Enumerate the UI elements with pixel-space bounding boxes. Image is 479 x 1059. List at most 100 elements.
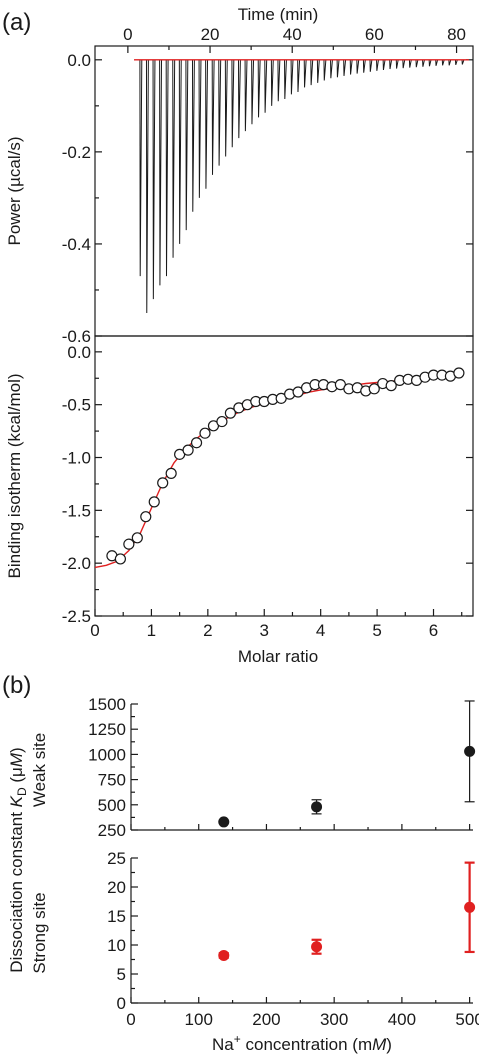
b-y-tick-label: 1000 — [88, 745, 126, 764]
injection-peak — [277, 59, 281, 102]
b-y-tick-label: 750 — [98, 771, 126, 790]
isotherm-point — [224, 407, 237, 419]
injection-peak — [389, 59, 393, 70]
dissociation-m: M — [7, 752, 26, 767]
dissociation-axis-title: Dissociation constant KD (μM) — [7, 747, 29, 972]
injection-peak — [415, 59, 419, 68]
molar-ratio-axis-title: Molar ratio — [238, 647, 318, 666]
isotherm-y-tick-label: -2.5 — [62, 607, 91, 626]
injection-peak — [303, 59, 307, 88]
power-axis-title: Power (µcal/s) — [5, 137, 24, 246]
isotherm-point — [385, 380, 397, 392]
injection-peak — [264, 59, 268, 113]
b-x-tick-label: 300 — [320, 1010, 348, 1029]
isotherm-x-tick-label: 1 — [147, 621, 156, 640]
kd-point — [218, 949, 230, 961]
injection-peak — [362, 59, 366, 73]
injection-peak — [336, 59, 340, 78]
power-plot: Time (min) Power (µcal/s) 0 20 40 60 80 0.0 -0… — [5, 5, 474, 346]
power-x-tick-label: 80 — [447, 25, 466, 44]
isotherm-y-tick-label: -0.5 — [62, 396, 91, 415]
injection-peak — [290, 59, 294, 95]
injection-peak — [461, 59, 465, 65]
injection-peak — [224, 59, 228, 157]
b-y-tick-label: 1250 — [88, 720, 126, 739]
isotherm-x-tick-label: 3 — [260, 621, 269, 640]
injection-peak — [145, 59, 149, 313]
kd-point — [464, 901, 476, 913]
b-y-tick-label: 250 — [98, 821, 126, 840]
injection-peak — [454, 59, 458, 66]
injection-peak — [369, 59, 373, 72]
injection-peak — [238, 59, 241, 139]
isotherm-y-tick-label: -1.5 — [62, 501, 91, 520]
na-sup: + — [234, 1032, 241, 1046]
injection-peak — [297, 59, 301, 93]
panel-label-a: (a) — [2, 9, 31, 36]
kd-point — [311, 941, 323, 953]
power-plot-frame — [94, 45, 474, 337]
power-y-tick-label: -0.6 — [62, 327, 91, 346]
dissociation-k: K — [7, 795, 26, 807]
b-y-tick-label: 5 — [117, 965, 126, 984]
injection-peak — [382, 59, 386, 71]
injection-peak — [152, 59, 156, 300]
na-m: M — [372, 1035, 387, 1054]
b-y-tick-label: 1500 — [88, 695, 126, 714]
injection-peak — [395, 59, 399, 69]
strong-site-plot: 0 100 200 300 400 500 0 5 10 15 20 25 — [107, 849, 479, 1029]
injection-peak — [402, 59, 406, 69]
strong-site-ticks: 0 100 200 300 400 500 0 5 10 15 20 25 — [107, 849, 479, 1029]
power-ticks: 0 20 40 60 80 0.0 -0.2 -0.4 -0.6 — [62, 25, 473, 346]
na-concentration-axis-title: Na+ concentration (mM) — [212, 1032, 392, 1054]
b-x-tick-label: 200 — [252, 1010, 280, 1029]
isotherm-y-tick-label: -2.0 — [62, 554, 91, 573]
power-y-tick-label: -0.4 — [62, 235, 91, 254]
isotherm-point — [453, 367, 465, 379]
injection-peak — [284, 59, 287, 99]
power-y-tick-label: -0.2 — [62, 143, 91, 162]
injection-peak — [159, 59, 163, 286]
isotherm-point — [131, 532, 143, 544]
isotherm-point — [199, 427, 211, 439]
strong-site-points — [218, 861, 476, 961]
power-x-tick-label: 20 — [201, 25, 220, 44]
isotherm-plot: Molar ratio Binding isotherm (kcal/mol) … — [5, 335, 474, 666]
dissociation-unit-close: ) — [7, 747, 26, 753]
injection-peak — [251, 59, 255, 125]
isotherm-point — [148, 496, 160, 508]
isotherm-point — [216, 415, 228, 428]
injection-peak — [165, 59, 169, 277]
injection-peak — [428, 59, 432, 67]
isotherm-point — [190, 437, 203, 449]
isotherm-x-tick-label: 2 — [203, 621, 212, 640]
injection-peak — [211, 59, 215, 175]
isotherm-points — [106, 367, 465, 565]
isotherm-point — [140, 511, 152, 523]
injection-peak — [231, 59, 235, 148]
b-x-tick-label: 500 — [455, 1010, 479, 1029]
injection-peak — [448, 59, 452, 66]
weak-site-plot: 250 500 750 1000 1250 1500 — [88, 695, 476, 840]
dissociation-prefix: Dissociation constant — [7, 807, 26, 972]
isotherm-axis-title: Binding isotherm (kcal/mol) — [5, 373, 24, 578]
injection-peak — [178, 59, 182, 244]
b-x-tick-label: 100 — [185, 1010, 213, 1029]
isotherm-plot-frame — [94, 335, 474, 617]
injection-peak — [139, 59, 143, 277]
weak-site-label: Weak site — [30, 733, 49, 807]
strong-site-label: Strong site — [30, 892, 49, 973]
isotherm-fit — [94, 375, 457, 569]
isotherm-point — [368, 383, 380, 395]
na-prefix: Na — [212, 1035, 234, 1054]
b-x-tick-label: 400 — [388, 1010, 416, 1029]
injection-peak — [257, 59, 261, 118]
time-axis-title: Time (min) — [238, 5, 319, 24]
dissociation-mu: μ — [7, 767, 26, 777]
power-trace — [134, 59, 469, 313]
isotherm-x-tick-label: 5 — [372, 621, 381, 640]
dissociation-sub: D — [15, 787, 29, 796]
kd-point — [218, 816, 230, 828]
injection-peak — [323, 59, 327, 81]
